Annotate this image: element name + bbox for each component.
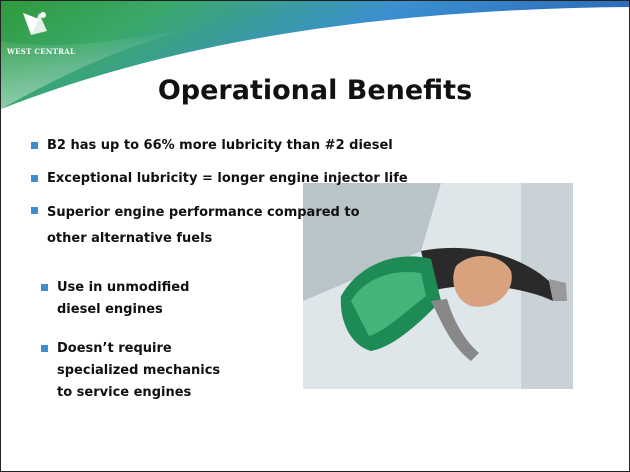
bullet: Superior engine performance compared to … <box>47 205 360 246</box>
bullet-marker <box>31 207 38 214</box>
bullet-marker <box>31 175 38 182</box>
title: Operational Benefits <box>157 75 473 106</box>
bullet: Doesn’t require specialized mechanics to… <box>57 341 221 400</box>
bullet-marker <box>31 142 38 149</box>
bullet: Use in unmodified diesel engines <box>57 280 190 317</box>
photo <box>303 183 573 389</box>
bullet-marker <box>41 345 48 352</box>
header-band <box>1 1 629 109</box>
bullet: Exceptional lubricity = longer engine in… <box>47 171 408 186</box>
logo-text: WEST CENTRAL <box>7 47 76 56</box>
bullet-marker <box>41 284 48 291</box>
logo-icon <box>23 12 47 35</box>
header-fade <box>1 26 201 109</box>
bullet: B2 has up to 66% more lubricity than #2 … <box>47 138 393 153</box>
